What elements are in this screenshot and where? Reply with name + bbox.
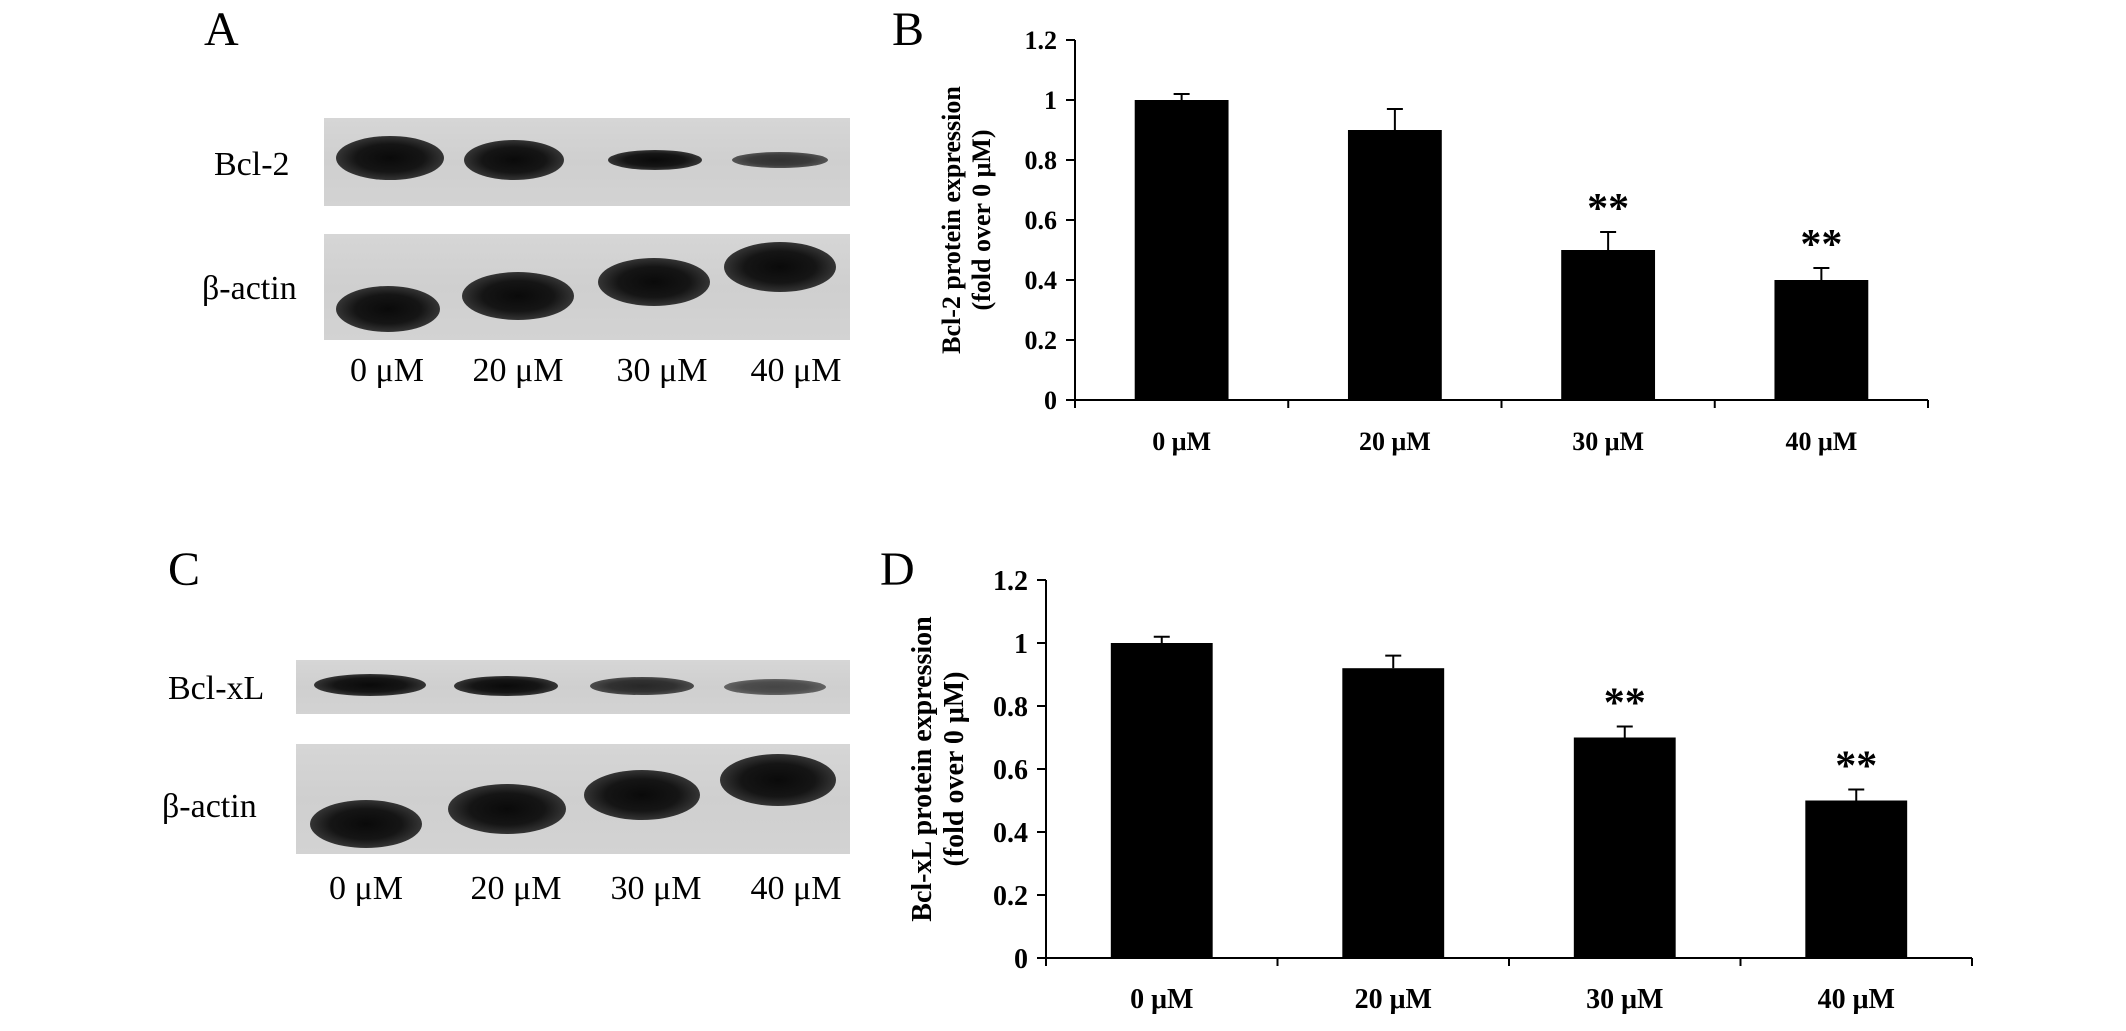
blot-strip-beta-actin-c xyxy=(296,744,850,854)
y-tick-label: 0.8 xyxy=(993,692,1028,723)
blot-strip-bcl2 xyxy=(324,118,850,206)
lane-label-c-0: 0 μM xyxy=(329,870,403,907)
y-tick-label: 0.4 xyxy=(1025,266,1058,295)
bar xyxy=(1774,280,1869,400)
bar xyxy=(1342,668,1445,958)
band-bclxl-20 xyxy=(454,676,558,696)
bar xyxy=(1805,800,1908,958)
y-tick-label: 0.6 xyxy=(993,755,1028,786)
lane-label-a-30: 30 μM xyxy=(616,352,708,389)
bar xyxy=(1134,100,1229,400)
x-category-label: 40 μM xyxy=(1785,427,1857,456)
band-actin-a-40 xyxy=(724,242,836,292)
band-bcl2-40 xyxy=(732,152,828,168)
lane-label-a-40: 40 μM xyxy=(750,352,842,389)
band-actin-c-0 xyxy=(310,800,422,848)
significance-marker: ** xyxy=(1835,743,1877,789)
y-tick-label: 0 xyxy=(1014,944,1028,975)
x-category-label: 20 μM xyxy=(1359,427,1431,456)
significance-marker: ** xyxy=(1587,186,1629,232)
lane-label-c-40: 40 μM xyxy=(750,870,842,907)
lane-label-a-20: 20 μM xyxy=(472,352,564,389)
x-category-label: 30 μM xyxy=(1586,984,1663,1015)
y-tick-label: 1.2 xyxy=(1025,26,1058,55)
y-axis-label: Bcl-2 protein expression xyxy=(937,86,966,354)
blot-strip-bclxl xyxy=(296,660,850,714)
band-actin-c-40 xyxy=(720,754,836,806)
panel-letter-a: A xyxy=(204,3,239,56)
band-bclxl-40 xyxy=(724,679,826,695)
band-actin-c-30 xyxy=(584,770,700,820)
significance-marker: ** xyxy=(1800,222,1842,268)
lane-label-a-0: 0 μM xyxy=(350,352,424,389)
bar xyxy=(1573,737,1676,958)
blot-label-bclxl: Bcl-xL xyxy=(168,670,265,707)
y-tick-label: 1.2 xyxy=(993,566,1028,597)
panel-letter-d: D xyxy=(880,543,915,596)
bar xyxy=(1347,130,1442,400)
band-bcl2-0 xyxy=(336,136,444,180)
panel-letter-c: C xyxy=(168,543,201,596)
band-bclxl-30 xyxy=(590,677,694,695)
y-axis-label: Bcl-xL protein expression xyxy=(907,616,938,922)
y-axis-label-sub: (fold over 0 μM) xyxy=(967,129,996,310)
lane-label-c-30: 30 μM xyxy=(610,870,702,907)
band-bcl2-20 xyxy=(464,140,564,180)
bar xyxy=(1110,643,1213,958)
y-tick-label: 1 xyxy=(1044,86,1057,115)
band-actin-a-0 xyxy=(336,286,440,332)
y-tick-label: 0.6 xyxy=(1025,206,1058,235)
y-tick-label: 0.2 xyxy=(993,881,1028,912)
blot-label-beta-actin-a: β-actin xyxy=(202,270,297,307)
panel-letter-b: B xyxy=(892,3,925,56)
band-actin-a-20 xyxy=(462,272,574,320)
x-category-label: 0 μM xyxy=(1152,427,1211,456)
y-tick-label: 0 xyxy=(1044,386,1057,415)
band-actin-a-30 xyxy=(598,258,710,306)
bar xyxy=(1561,250,1656,400)
y-axis-label-sub: (fold over 0 μM) xyxy=(939,672,970,867)
blot-label-bcl2: Bcl-2 xyxy=(214,146,290,183)
blot-strip-beta-actin-a xyxy=(324,234,850,340)
band-bclxl-0 xyxy=(314,674,426,696)
x-category-label: 40 μM xyxy=(1818,984,1895,1015)
lane-label-c-20: 20 μM xyxy=(470,870,562,907)
y-tick-label: 0.8 xyxy=(1025,146,1058,175)
x-category-label: 0 μM xyxy=(1130,984,1193,1015)
y-tick-label: 1 xyxy=(1014,629,1028,660)
y-tick-label: 0.2 xyxy=(1025,326,1058,355)
band-actin-c-20 xyxy=(448,784,566,834)
significance-marker: ** xyxy=(1604,680,1646,726)
x-category-label: 30 μM xyxy=(1572,427,1644,456)
blot-label-beta-actin-c: β-actin xyxy=(162,788,257,825)
y-tick-label: 0.4 xyxy=(993,818,1028,849)
band-bcl2-30 xyxy=(608,150,702,170)
x-category-label: 20 μM xyxy=(1355,984,1432,1015)
